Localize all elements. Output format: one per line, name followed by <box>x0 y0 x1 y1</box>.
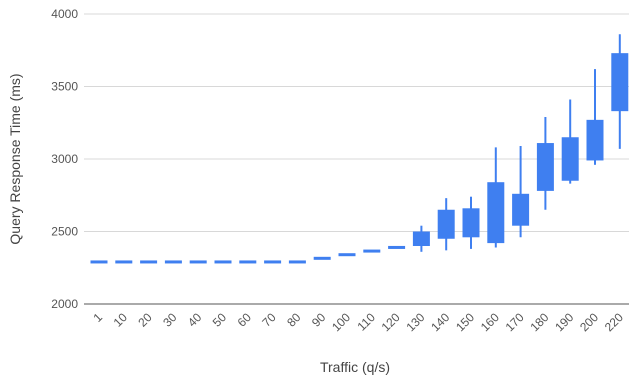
x-tick-label: 50 <box>210 310 230 330</box>
candle-body <box>487 182 505 244</box>
candle <box>536 116 554 210</box>
candle-body <box>90 260 108 264</box>
x-axis-title: Traffic (q/s) <box>320 359 390 375</box>
candle-body <box>412 231 430 246</box>
x-tick-label: 180 <box>527 310 551 334</box>
x-tick-label: 80 <box>284 310 304 330</box>
y-tick-label: 2000 <box>51 297 78 311</box>
x-tick-label: 130 <box>403 310 427 334</box>
candle <box>115 260 133 264</box>
candle-body <box>512 193 530 226</box>
candle <box>140 260 158 264</box>
candle-body <box>462 208 480 238</box>
y-tick-label: 2500 <box>51 225 78 239</box>
candle <box>264 260 282 264</box>
x-tick-label: 60 <box>235 310 255 330</box>
x-tick-label: 40 <box>185 310 205 330</box>
candle-body <box>536 143 554 191</box>
candle <box>90 260 108 264</box>
x-tick-label: 110 <box>354 310 378 334</box>
candles <box>90 34 629 264</box>
candle-body <box>313 256 331 260</box>
x-tick-label: 120 <box>379 310 403 334</box>
y-axis-title: Query Response Time (ms) <box>7 73 23 244</box>
y-axis-ticks: 2000 2500 3000 3500 4000 <box>51 7 78 311</box>
candle <box>412 225 430 252</box>
candle <box>288 260 306 264</box>
candle-body <box>437 209 455 239</box>
x-tick-label: 30 <box>160 310 180 330</box>
x-tick-label: 200 <box>577 310 601 334</box>
candle <box>164 260 182 264</box>
candle <box>239 260 257 264</box>
candle <box>388 245 406 249</box>
candle <box>189 260 207 264</box>
x-tick-label: 220 <box>602 310 626 334</box>
x-tick-label: 70 <box>259 310 279 330</box>
candle <box>611 34 629 149</box>
candle-body <box>561 137 579 181</box>
x-tick-label: 190 <box>552 310 576 334</box>
candle-body <box>164 260 182 264</box>
candle-body <box>611 53 629 112</box>
candle <box>214 260 232 264</box>
candle <box>313 256 331 260</box>
candle-body <box>214 260 232 264</box>
y-tick-label: 4000 <box>51 7 78 21</box>
candle <box>462 196 480 249</box>
candle <box>487 147 505 248</box>
candle-body <box>363 249 381 253</box>
x-tick-label: 100 <box>329 310 353 334</box>
y-tick-label: 3500 <box>51 80 78 94</box>
candle-body <box>239 260 257 264</box>
candle-body <box>338 253 356 257</box>
candle <box>338 253 356 257</box>
x-tick-label: 20 <box>135 310 155 330</box>
gridlines <box>84 13 629 305</box>
candle <box>561 99 579 184</box>
x-tick-label: 140 <box>428 310 452 334</box>
candle-body <box>288 260 306 264</box>
candle-body <box>388 245 406 249</box>
y-tick-label: 3000 <box>51 152 78 166</box>
candle-body <box>115 260 133 264</box>
candle <box>437 198 455 251</box>
x-tick-label: 150 <box>453 310 477 334</box>
x-tick-label: 90 <box>309 310 329 330</box>
candle <box>363 249 381 253</box>
x-tick-label: 170 <box>503 310 527 334</box>
x-tick-label: 160 <box>478 310 502 334</box>
x-axis-ticks: 1 10 20 30 40 50 60 70 80 90 100 110 120 130 140 150 160… <box>90 310 626 334</box>
candle-body <box>189 260 207 264</box>
candle-body <box>264 260 282 264</box>
x-tick-label: 10 <box>111 310 131 330</box>
x-tick-label: 1 <box>90 310 105 325</box>
candle-body <box>586 119 604 161</box>
candle <box>512 145 530 238</box>
candle <box>586 69 604 165</box>
candle-body <box>140 260 158 264</box>
